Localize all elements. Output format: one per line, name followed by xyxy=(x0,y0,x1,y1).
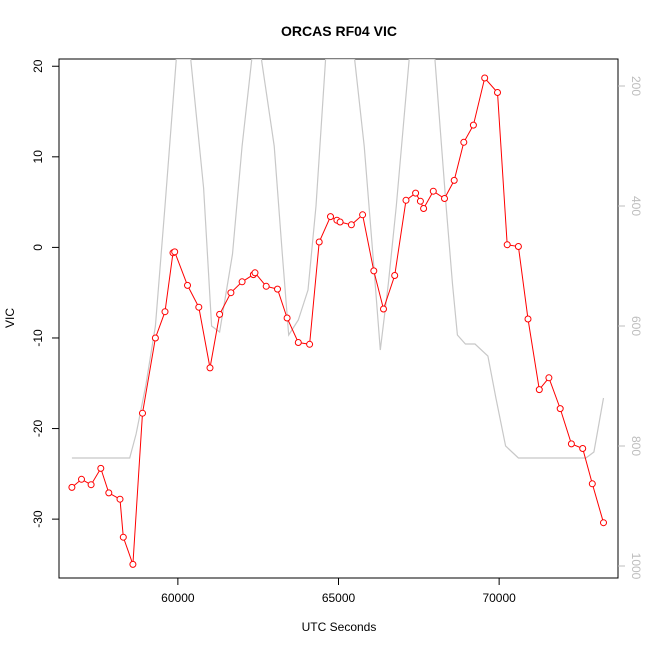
data-point xyxy=(514,243,522,250)
data-point xyxy=(315,238,323,246)
data-point xyxy=(579,445,587,452)
data-point xyxy=(469,121,477,129)
y-axis: -30 -20 -10 0 10 20 xyxy=(31,59,59,528)
y-tick-label: -10 xyxy=(31,329,45,347)
data-point xyxy=(97,464,105,472)
right-tick-label: 1000 xyxy=(629,553,643,580)
data-point xyxy=(171,248,179,256)
y-tick-label: -30 xyxy=(31,510,45,528)
data-point xyxy=(588,480,596,488)
data-point xyxy=(195,303,203,311)
data-point xyxy=(227,289,235,297)
secondary-series xyxy=(71,59,605,459)
y-tick-label: 20 xyxy=(31,59,45,73)
data-point xyxy=(416,197,424,205)
data-point xyxy=(105,489,113,497)
data-point xyxy=(441,195,448,202)
data-point xyxy=(535,386,543,394)
right-tick-label: 400 xyxy=(629,196,643,216)
data-point xyxy=(336,218,344,226)
data-point xyxy=(429,187,437,195)
plot-frame xyxy=(58,58,619,579)
y-tick-label: 10 xyxy=(31,150,45,164)
y-axis-label: VIC xyxy=(3,308,17,328)
x-axis-label: UTC Seconds xyxy=(302,620,377,634)
x-axis: 60000 65000 70000 xyxy=(161,578,516,605)
data-point xyxy=(567,440,575,448)
data-point xyxy=(206,364,214,372)
data-point xyxy=(68,483,76,491)
data-point xyxy=(545,374,553,382)
data-point xyxy=(412,189,420,197)
x-tick-label: 70000 xyxy=(482,591,516,605)
data-point xyxy=(119,533,127,541)
x-tick-label: 65000 xyxy=(322,591,356,605)
data-point xyxy=(402,196,410,204)
y-tick-label: -20 xyxy=(31,420,45,438)
data-point xyxy=(556,405,564,413)
data-point xyxy=(129,560,137,568)
data-point xyxy=(460,138,468,146)
data-point xyxy=(87,481,95,489)
data-point xyxy=(450,176,458,184)
data-point xyxy=(116,495,124,503)
data-point xyxy=(391,272,399,279)
data-point xyxy=(327,213,334,221)
data-point xyxy=(359,211,367,219)
right-tick-label: 200 xyxy=(629,76,643,96)
data-point xyxy=(216,310,224,318)
x-tick-label: 60000 xyxy=(161,591,195,605)
secondary-series-line xyxy=(71,59,605,459)
right-tick-label: 800 xyxy=(629,436,643,456)
right-tick-label: 600 xyxy=(629,316,643,336)
data-point xyxy=(238,278,246,286)
data-point xyxy=(78,475,85,483)
primary-series-line xyxy=(71,76,604,565)
data-point xyxy=(151,334,159,342)
data-point xyxy=(420,205,428,212)
right-axis: 200 400 600 800 1000 xyxy=(618,76,643,580)
data-point xyxy=(481,74,489,82)
data-point xyxy=(184,281,191,289)
y-tick-label: 0 xyxy=(31,244,45,251)
data-point xyxy=(600,519,607,527)
chart-title: ORCAS RF04 VIC xyxy=(281,23,397,39)
data-point xyxy=(370,267,378,275)
data-point xyxy=(262,282,270,290)
data-point xyxy=(274,285,281,293)
data-point xyxy=(503,241,511,249)
data-point xyxy=(494,89,501,96)
data-point xyxy=(161,308,169,316)
data-point xyxy=(347,221,355,229)
data-point xyxy=(294,339,302,346)
primary-series xyxy=(68,74,607,568)
data-point xyxy=(380,305,387,313)
data-point xyxy=(524,315,532,323)
data-point xyxy=(139,409,146,417)
data-point xyxy=(251,269,259,277)
data-point xyxy=(283,314,291,322)
data-point xyxy=(306,340,314,348)
